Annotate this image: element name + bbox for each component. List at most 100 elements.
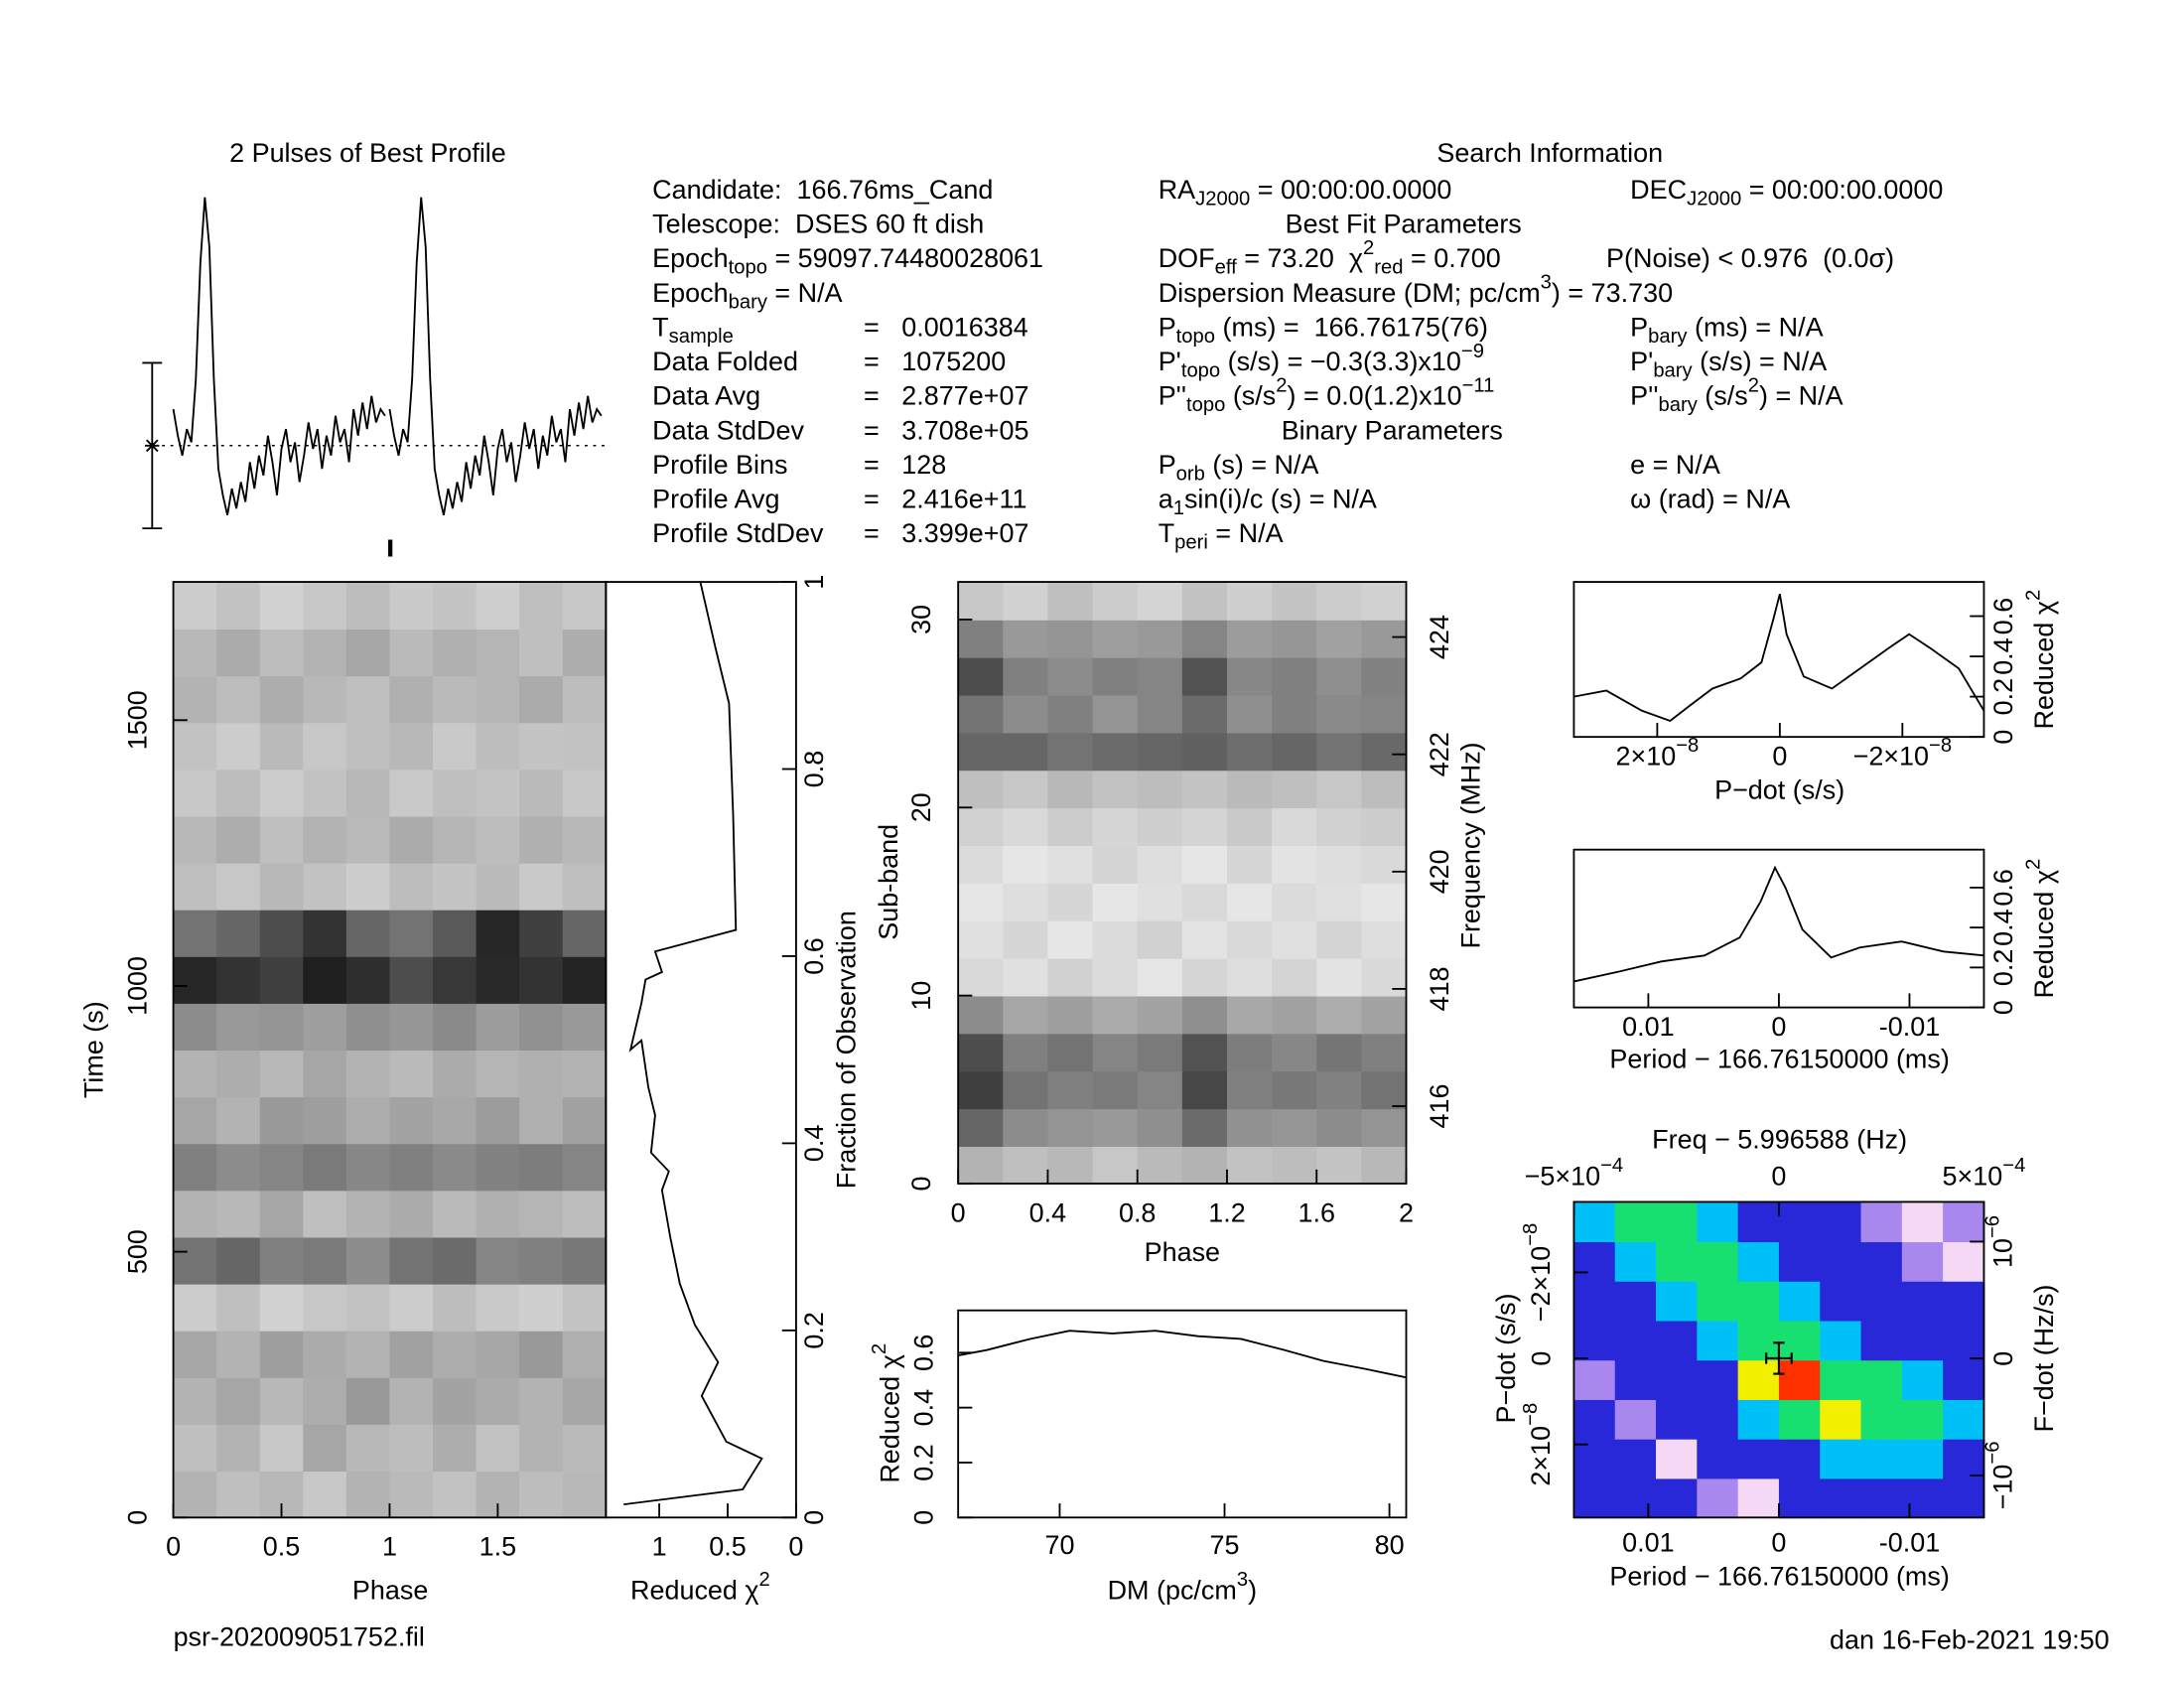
heat-cell	[519, 1376, 564, 1425]
heat-cell	[345, 815, 391, 864]
heat-cell	[303, 1471, 347, 1519]
heat-cell	[1272, 770, 1318, 809]
heat-cell	[303, 629, 347, 677]
heat-cell	[958, 807, 1005, 847]
heat-cell	[259, 1096, 305, 1145]
heat-cell	[1614, 1280, 1657, 1322]
heat-cell	[173, 1376, 218, 1425]
text-part: Epoch	[652, 243, 728, 273]
heat-cell	[173, 1236, 218, 1285]
info-text: P''bary (s/s2) = N/A	[1630, 375, 1843, 417]
subscript: topo	[729, 257, 767, 279]
tick-label: 2×10−8	[1615, 735, 1699, 771]
heat-cell	[433, 909, 478, 957]
heat-cell	[303, 815, 347, 864]
heat-cell	[1361, 732, 1408, 772]
heat-cell	[389, 1376, 434, 1425]
heat-cell	[433, 1283, 478, 1332]
text-part: (s/s	[1698, 381, 1748, 411]
heat-cell	[1092, 770, 1139, 809]
tick-label: 0.8	[1119, 1197, 1156, 1227]
info-text: P'topo (s/s) = −0.3(3.3)x10−9	[1159, 341, 1484, 382]
info-text: Best Fit Parameters	[1286, 210, 1522, 239]
heat-cell	[345, 722, 391, 771]
heat-cell	[216, 1376, 261, 1425]
text-part: sin(i)/c (s) = N/A	[1184, 485, 1377, 514]
heat-cell	[389, 1330, 434, 1378]
tick-label: 0.6	[1988, 598, 2018, 634]
heat-cell	[1003, 770, 1049, 809]
superscript: −11	[1462, 375, 1495, 397]
axis-label: DM (pc/cm3)	[1108, 1569, 1258, 1605]
heat-cell	[173, 1283, 218, 1332]
heat-cell	[1181, 807, 1228, 847]
text-part: DEC	[1630, 175, 1687, 205]
heat-cell	[1901, 1201, 1944, 1243]
heat-cell	[562, 769, 608, 817]
heat-cell	[1820, 1201, 1862, 1243]
text-part: P	[1630, 313, 1648, 343]
heat-cell	[519, 1330, 564, 1378]
heat-cell	[958, 919, 1005, 959]
heat-cell	[1614, 1201, 1657, 1243]
heat-cell	[303, 1376, 347, 1425]
heat-cell	[958, 656, 1005, 696]
data-line	[623, 581, 763, 1506]
text-part: = 1075200	[864, 347, 1006, 376]
heat-cell	[1003, 919, 1049, 959]
heat-cell	[173, 1050, 218, 1098]
heat-cell	[1092, 1108, 1139, 1147]
heat-cell	[389, 815, 434, 864]
tick-label: 10	[906, 981, 936, 1011]
heat-cell	[345, 909, 391, 957]
superscript: 3	[1237, 1569, 1248, 1591]
heat-cell	[259, 629, 305, 677]
plot-frame	[957, 1309, 1408, 1519]
heat-cell	[389, 1283, 434, 1332]
heat-cell	[1316, 1146, 1363, 1185]
tick-label: 0.2	[799, 1312, 829, 1348]
heat-cell	[1181, 694, 1228, 734]
heat-cell	[1092, 883, 1139, 921]
text-part: P'	[1630, 347, 1653, 376]
heat-cell	[1614, 1359, 1657, 1400]
info-text: = 1075200	[864, 347, 1006, 376]
info-text: Ptopo (ms) = 166.76175(76)	[1159, 313, 1488, 349]
heat-cell	[1137, 883, 1183, 921]
text-part: 10	[1988, 1238, 2018, 1268]
axis-label: Phase	[1145, 1237, 1220, 1267]
heat-cell	[1697, 1477, 1739, 1519]
heat-cell	[1047, 995, 1094, 1035]
heat-cell	[1047, 807, 1094, 847]
tick-label: 424	[1425, 615, 1454, 659]
heat-cell	[1137, 1108, 1183, 1147]
heat-cell	[1003, 995, 1049, 1035]
text-part: = N/A	[767, 278, 843, 308]
heat-cell	[476, 955, 521, 1004]
axis-label: Period − 166.76150000 (ms)	[1609, 1561, 1949, 1591]
heat-cell	[433, 1003, 478, 1052]
axis-label: Period − 166.76150000 (ms)	[1609, 1045, 1949, 1074]
timestamp: dan 16-Feb-2021 19:50	[1830, 1624, 2110, 1654]
heat-cell	[1573, 1477, 1616, 1519]
tick-label: 0	[1526, 1351, 1556, 1366]
text-part: ) = 73.730	[1552, 278, 1673, 308]
heat-cell	[1860, 1477, 1903, 1519]
text-part: −2×10	[1526, 1246, 1556, 1322]
heat-cell	[303, 1283, 347, 1332]
subscript: eff	[1215, 257, 1237, 279]
text-part: = 3.708e+05	[864, 415, 1028, 445]
heat-cell	[476, 1050, 521, 1098]
info-text: Profile Bins	[652, 450, 787, 480]
tick-label: 0.01	[1622, 1527, 1674, 1557]
text-part: Reduced χ	[630, 1576, 759, 1606]
heat-cell	[216, 582, 261, 631]
heat-cell	[1272, 732, 1318, 772]
heat-cell	[1181, 957, 1228, 997]
heat-cell	[433, 1471, 478, 1519]
tick-label: 5×10−4	[1943, 1155, 2026, 1191]
text-part: (s/s) = −0.3(3.3)x10	[1220, 347, 1461, 376]
heat-cell	[1656, 1438, 1699, 1479]
heat-cell	[1226, 919, 1273, 959]
